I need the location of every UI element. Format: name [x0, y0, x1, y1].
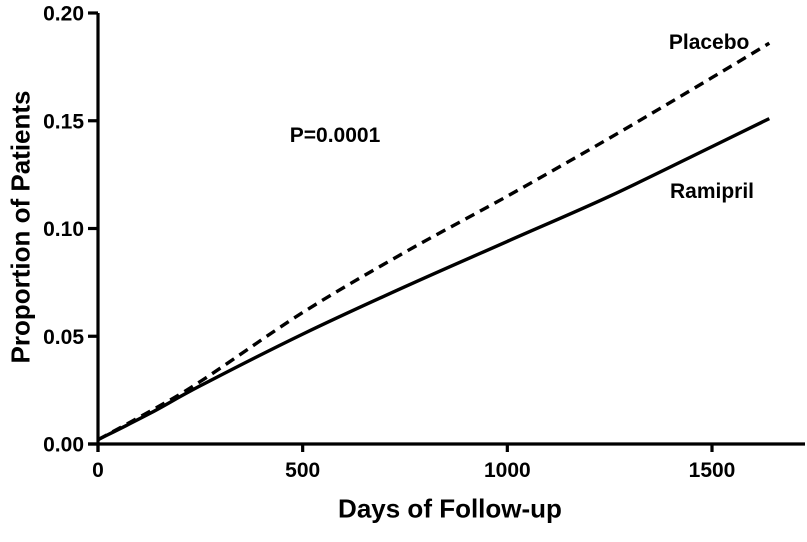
x-axis-title: Days of Follow-up — [338, 493, 562, 524]
x-tick-label: 0 — [92, 459, 104, 482]
p-value-annotation: P=0.0001 — [289, 123, 381, 147]
y-tick-label: 0.10 — [43, 218, 84, 241]
x-tick-label: 1500 — [689, 459, 736, 482]
placebo-curve-label: Placebo — [668, 31, 750, 55]
y-axis-title: Proportion of Patients — [5, 90, 36, 364]
y-tick-label: 0.05 — [43, 326, 84, 349]
ramipril-curve — [97, 117, 771, 442]
x-tick-label: 500 — [285, 459, 320, 482]
y-tick-label: 0.15 — [43, 110, 84, 133]
ramipril-curve-label: Ramipril — [669, 179, 755, 203]
y-tick-label: 0.00 — [43, 434, 84, 457]
placebo-curve — [97, 41, 771, 442]
x-tick-label: 1000 — [484, 459, 531, 482]
y-tick-label: 0.20 — [43, 3, 84, 26]
